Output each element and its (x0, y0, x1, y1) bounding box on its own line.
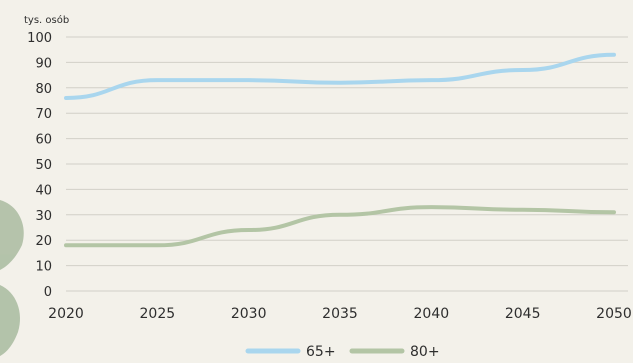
x-tick-label: 2020 (48, 306, 84, 322)
x-tick-label: 2045 (505, 306, 541, 322)
y-tick-label: 30 (35, 209, 52, 224)
y-tick-label: 60 (35, 133, 52, 148)
y-tick-label: 40 (35, 183, 52, 198)
y-axis-ticks: 0 10 20 30 40 50 60 70 80 90 100 (27, 31, 52, 300)
y-tick-label: 10 (35, 260, 52, 275)
legend: 65+ 80+ (245, 344, 440, 360)
y-tick-label: 80 (35, 82, 52, 97)
series-line-80 (64, 205, 616, 248)
legend-label: 80+ (410, 344, 440, 359)
y-tick-label: 20 (35, 234, 52, 249)
series-lines (64, 52, 616, 248)
x-tick-label: 2025 (140, 306, 176, 322)
legend-label: 65+ (306, 344, 336, 359)
x-tick-label: 2050 (596, 306, 632, 322)
leaf-decoration (0, 200, 24, 356)
x-tick-label: 2040 (414, 306, 450, 322)
series-line-65 (64, 52, 616, 100)
x-tick-label: 2030 (231, 306, 267, 322)
y-tick-label: 70 (35, 107, 52, 122)
x-axis-ticks: 2020 2025 2030 2035 2040 2045 2050 (48, 306, 632, 322)
y-axis-unit-label: tys. osób (24, 14, 69, 26)
y-tick-label: 90 (35, 56, 52, 71)
y-tick-label: 100 (27, 31, 52, 46)
x-tick-label: 2035 (322, 306, 358, 322)
y-tick-label: 50 (35, 158, 52, 173)
y-tick-label: 0 (44, 285, 52, 300)
